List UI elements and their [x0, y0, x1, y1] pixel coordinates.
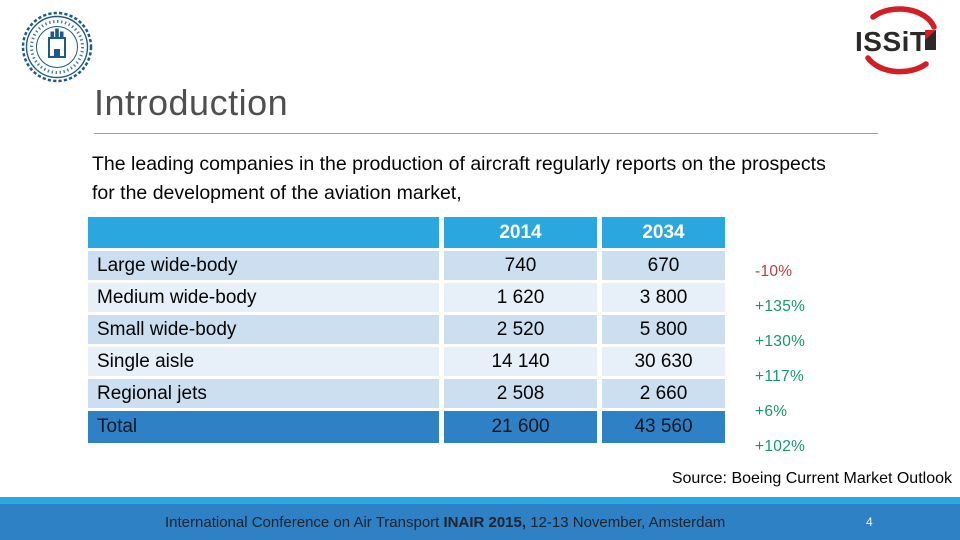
change-value: -10% [755, 262, 793, 280]
value-2034: 43 560 [602, 411, 725, 443]
row-label: Medium wide-body [88, 283, 444, 315]
value-2014: 2 520 [444, 315, 602, 347]
footer-text-pre: International Conference on Air Transpor… [165, 513, 444, 531]
aircraft-market-table: 2014 2034 Large wide-body 740 670 Medium… [88, 217, 725, 443]
value-2014: 740 [444, 251, 602, 283]
source-caption: Source: Boeing Current Market Outlook [671, 470, 952, 487]
change-annotations: -10% +135% +130% +117% +6% +102% [755, 254, 805, 464]
change-value: +6% [755, 402, 788, 420]
table-total-row: Total 21 600 43 560 [88, 411, 725, 443]
value-2014: 2 508 [444, 379, 602, 411]
value-2034: 670 [602, 251, 725, 283]
change-value: +117% [755, 367, 805, 385]
row-label: Total [88, 411, 444, 443]
value-2014: 14 140 [444, 347, 602, 379]
value-2034: 3 800 [602, 283, 725, 315]
table-row: Small wide-body 2 520 5 800 [88, 315, 725, 347]
value-2034: 5 800 [602, 315, 725, 347]
slide-title: Introduction [94, 82, 289, 123]
row-label: Single aisle [88, 347, 444, 379]
footer-accent-strip [0, 497, 960, 504]
change-value: +102% [755, 437, 806, 455]
footer-bar: International Conference on Air Transpor… [0, 504, 960, 540]
value-2014: 1 620 [444, 283, 602, 315]
footer-conference-text: International Conference on Air Transpor… [165, 514, 725, 531]
row-label: Small wide-body [88, 315, 444, 347]
table-header-row: 2014 2034 [88, 217, 725, 251]
row-label: Large wide-body [88, 251, 444, 283]
header-cell-category [88, 217, 444, 251]
change-value: +130% [755, 332, 806, 350]
title-divider [94, 133, 878, 134]
footer-text-bold: INAIR 2015, [443, 513, 527, 531]
table-row: Regional jets 2 508 2 660 [88, 379, 725, 411]
page-number: 4 [866, 515, 873, 529]
issit-logo-text: ISSiT [855, 26, 928, 57]
value-2034: 2 660 [602, 379, 725, 411]
footer-text-post: 12-13 November, Amsterdam [526, 513, 726, 531]
university-seal-icon [21, 11, 93, 83]
issit-logo: ISSiT [846, 6, 948, 76]
value-2034: 30 630 [602, 347, 725, 379]
table-row: Large wide-body 740 670 [88, 251, 725, 283]
issit-logo-icon: ISSiT [855, 6, 937, 75]
header-cell-2014: 2014 [444, 217, 602, 251]
body-paragraph: The leading companies in the production … [92, 153, 826, 205]
table-row: Medium wide-body 1 620 3 800 [88, 283, 725, 315]
value-2014: 21 600 [444, 411, 602, 443]
university-seal-logo [20, 10, 94, 84]
change-value: +135% [755, 297, 806, 315]
row-label: Regional jets [88, 379, 444, 411]
header-cell-2034: 2034 [602, 217, 725, 251]
table-row: Single aisle 14 140 30 630 [88, 347, 725, 379]
